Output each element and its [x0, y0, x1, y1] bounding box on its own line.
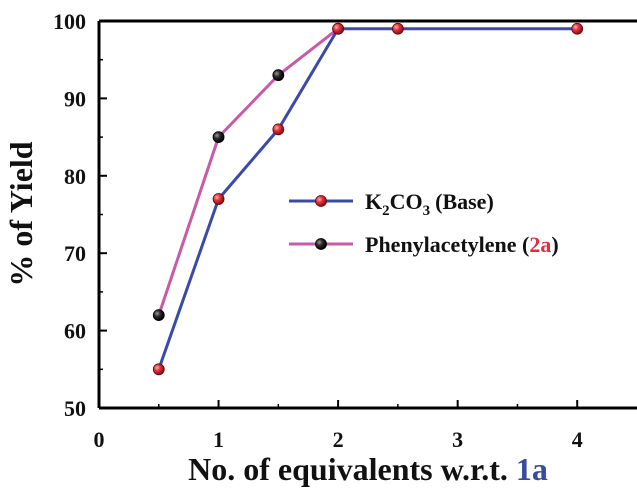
x-tick-label: 3 — [452, 427, 463, 452]
legend: K2CO3 (Base) Phenylacetylene (2a) — [289, 189, 559, 257]
y-tick-label: 70 — [64, 241, 86, 266]
legend-label-phenylacetylene: Phenylacetylene (2a) — [365, 232, 559, 257]
data-point-phenylacetylene — [152, 309, 165, 322]
y-tick-label: 90 — [64, 86, 86, 111]
legend-item-k2co3: K2CO3 (Base) — [289, 189, 494, 219]
series-layer — [152, 22, 584, 376]
legend-marker-phenylacetylene — [315, 238, 327, 250]
y-tick-label: 60 — [64, 319, 86, 344]
x-tick-label: 4 — [572, 427, 583, 452]
data-point-k2co3 — [571, 22, 584, 35]
x-axis-title: No. of equivalents w.r.t. 1a — [188, 451, 548, 487]
axes — [97, 19, 637, 410]
data-point-k2co3 — [391, 22, 404, 35]
x-tick-label: 2 — [333, 427, 344, 452]
series-line-phenylacetylene — [157, 27, 340, 316]
series-line-k2co3 — [157, 27, 578, 370]
y-tick-label: 50 — [64, 396, 86, 421]
data-point-phenylacetylene — [212, 131, 225, 144]
y-tick-label: 100 — [53, 9, 86, 34]
x-axis-title-text: No. of equivalents w.r.t. — [188, 451, 508, 487]
legend-item-phenylacetylene: Phenylacetylene (2a) — [289, 232, 559, 257]
legend-label-k2co3: K2CO3 (Base) — [365, 189, 494, 219]
ticks: 0 1 2 3 4 50 60 70 80 90 100 — [53, 9, 583, 452]
data-point-k2co3 — [212, 193, 225, 205]
data-point-k2co3 — [332, 22, 345, 35]
y-tick-label: 80 — [64, 164, 86, 189]
legend-marker-k2co3 — [315, 195, 327, 207]
y-axis-title: % of Yield — [3, 141, 39, 286]
x-axis-title-highlight: 1a — [516, 451, 548, 487]
data-point-k2co3 — [152, 363, 165, 376]
x-tick-label: 1 — [213, 427, 224, 452]
data-point-phenylacetylene — [272, 69, 285, 82]
x-tick-label: 0 — [94, 427, 105, 452]
data-point-k2co3 — [272, 123, 285, 136]
